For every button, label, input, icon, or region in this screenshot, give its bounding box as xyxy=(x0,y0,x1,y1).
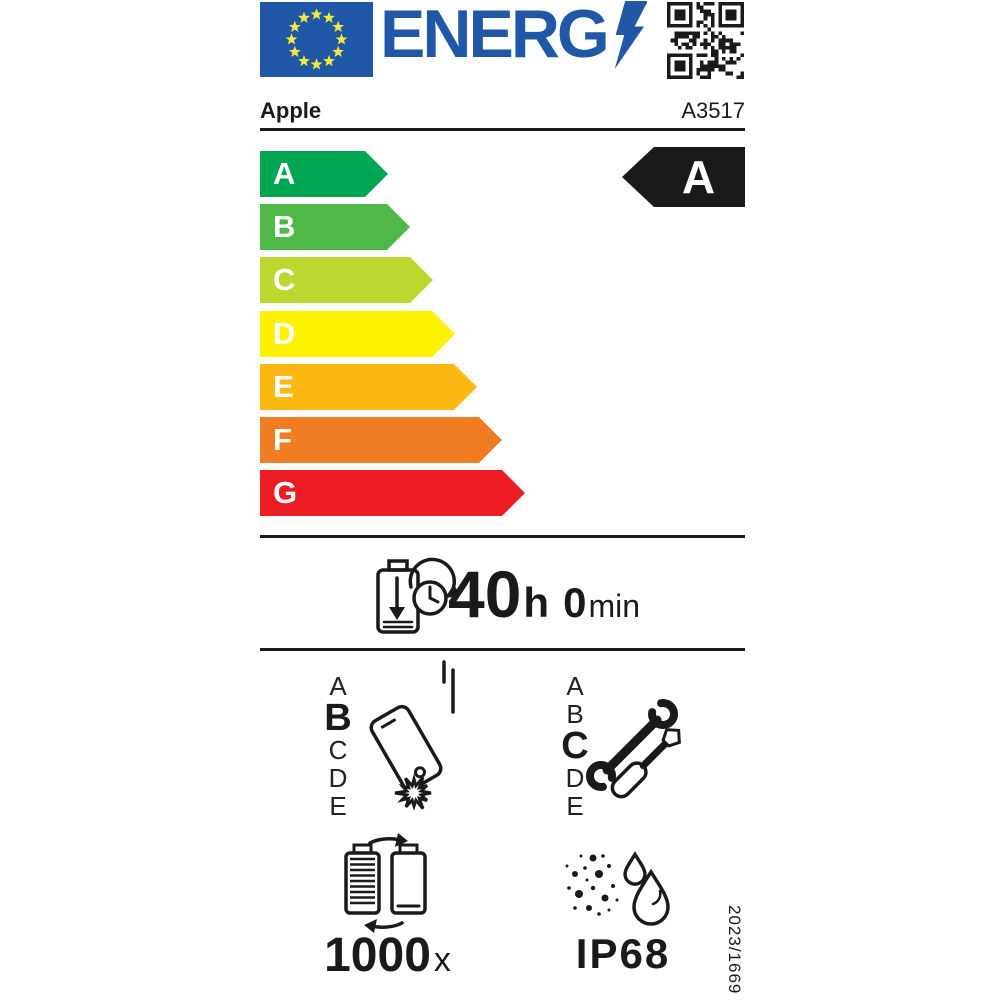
grade-letter: A xyxy=(273,156,296,191)
grade-arrow-f: F xyxy=(260,417,502,463)
grade-letter: B xyxy=(273,209,296,244)
grade-letter: F xyxy=(273,422,292,457)
energ-logo: ENERG xyxy=(380,0,647,76)
mini-scale-letter-selected: B xyxy=(324,697,352,739)
mini-scale-letter: E xyxy=(329,791,347,821)
battery-life-value: 40 h 0 min xyxy=(448,556,640,634)
mini-scale-letter: D xyxy=(328,763,348,793)
grade-arrow-a: A xyxy=(260,151,388,197)
eu-flag-icon xyxy=(260,2,373,77)
lightning-bolt-icon xyxy=(614,0,647,70)
energy-rating-indicator-arrow: A xyxy=(622,147,745,207)
mini-scale-letter: B xyxy=(566,699,584,729)
grade-arrow-c: C xyxy=(260,257,433,303)
grade-arrow-e: E xyxy=(260,364,477,410)
battery-clock-icon xyxy=(376,557,460,634)
falling-phone-icon xyxy=(369,660,455,811)
grade-arrow-g: G xyxy=(260,470,525,516)
grade-letter: D xyxy=(273,316,296,351)
grade-arrow-d: D xyxy=(260,311,455,357)
energy-rating-letter: A xyxy=(681,151,716,203)
dust-water-icon xyxy=(565,851,670,926)
brand-name: Apple xyxy=(260,98,322,123)
brand-row: Apple A3517 xyxy=(260,98,745,124)
mini-scale-letter: E xyxy=(566,791,584,821)
battery-hours: 40 xyxy=(448,557,522,631)
grade-arrow-b: B xyxy=(260,204,410,250)
qr-code xyxy=(667,2,744,79)
regulation-number: 2023/1669 xyxy=(725,904,744,994)
energ-logo-text: ENERG xyxy=(380,0,610,72)
battery-cycles-value: 1000 x xyxy=(300,928,475,983)
grade-letter: E xyxy=(273,369,294,404)
grade-letter: G xyxy=(273,475,298,510)
battery-cycles-unit: x xyxy=(433,941,451,979)
ip-rating: IP68 xyxy=(575,930,671,977)
divider xyxy=(260,535,745,538)
battery-hours-unit: h xyxy=(523,579,550,626)
mini-scale-letter: C xyxy=(328,735,348,765)
mini-scale-letter: D xyxy=(565,763,585,793)
battery-minutes: 0 xyxy=(563,579,587,626)
grade-letter: C xyxy=(273,262,296,297)
model-number: A3517 xyxy=(681,98,745,123)
tools-icon xyxy=(585,699,681,799)
battery-minutes-unit: min xyxy=(588,588,640,624)
divider xyxy=(260,648,745,651)
ingress-protection-value: IP68 xyxy=(548,930,698,978)
mini-scale-letter: A xyxy=(329,671,347,701)
battery-cycle-icon xyxy=(344,833,427,933)
divider xyxy=(260,128,745,131)
mini-scale-letter: A xyxy=(566,671,584,701)
mini-scale-letter-selected: C xyxy=(561,725,589,767)
battery-cycles-number: 1000 xyxy=(324,929,431,982)
